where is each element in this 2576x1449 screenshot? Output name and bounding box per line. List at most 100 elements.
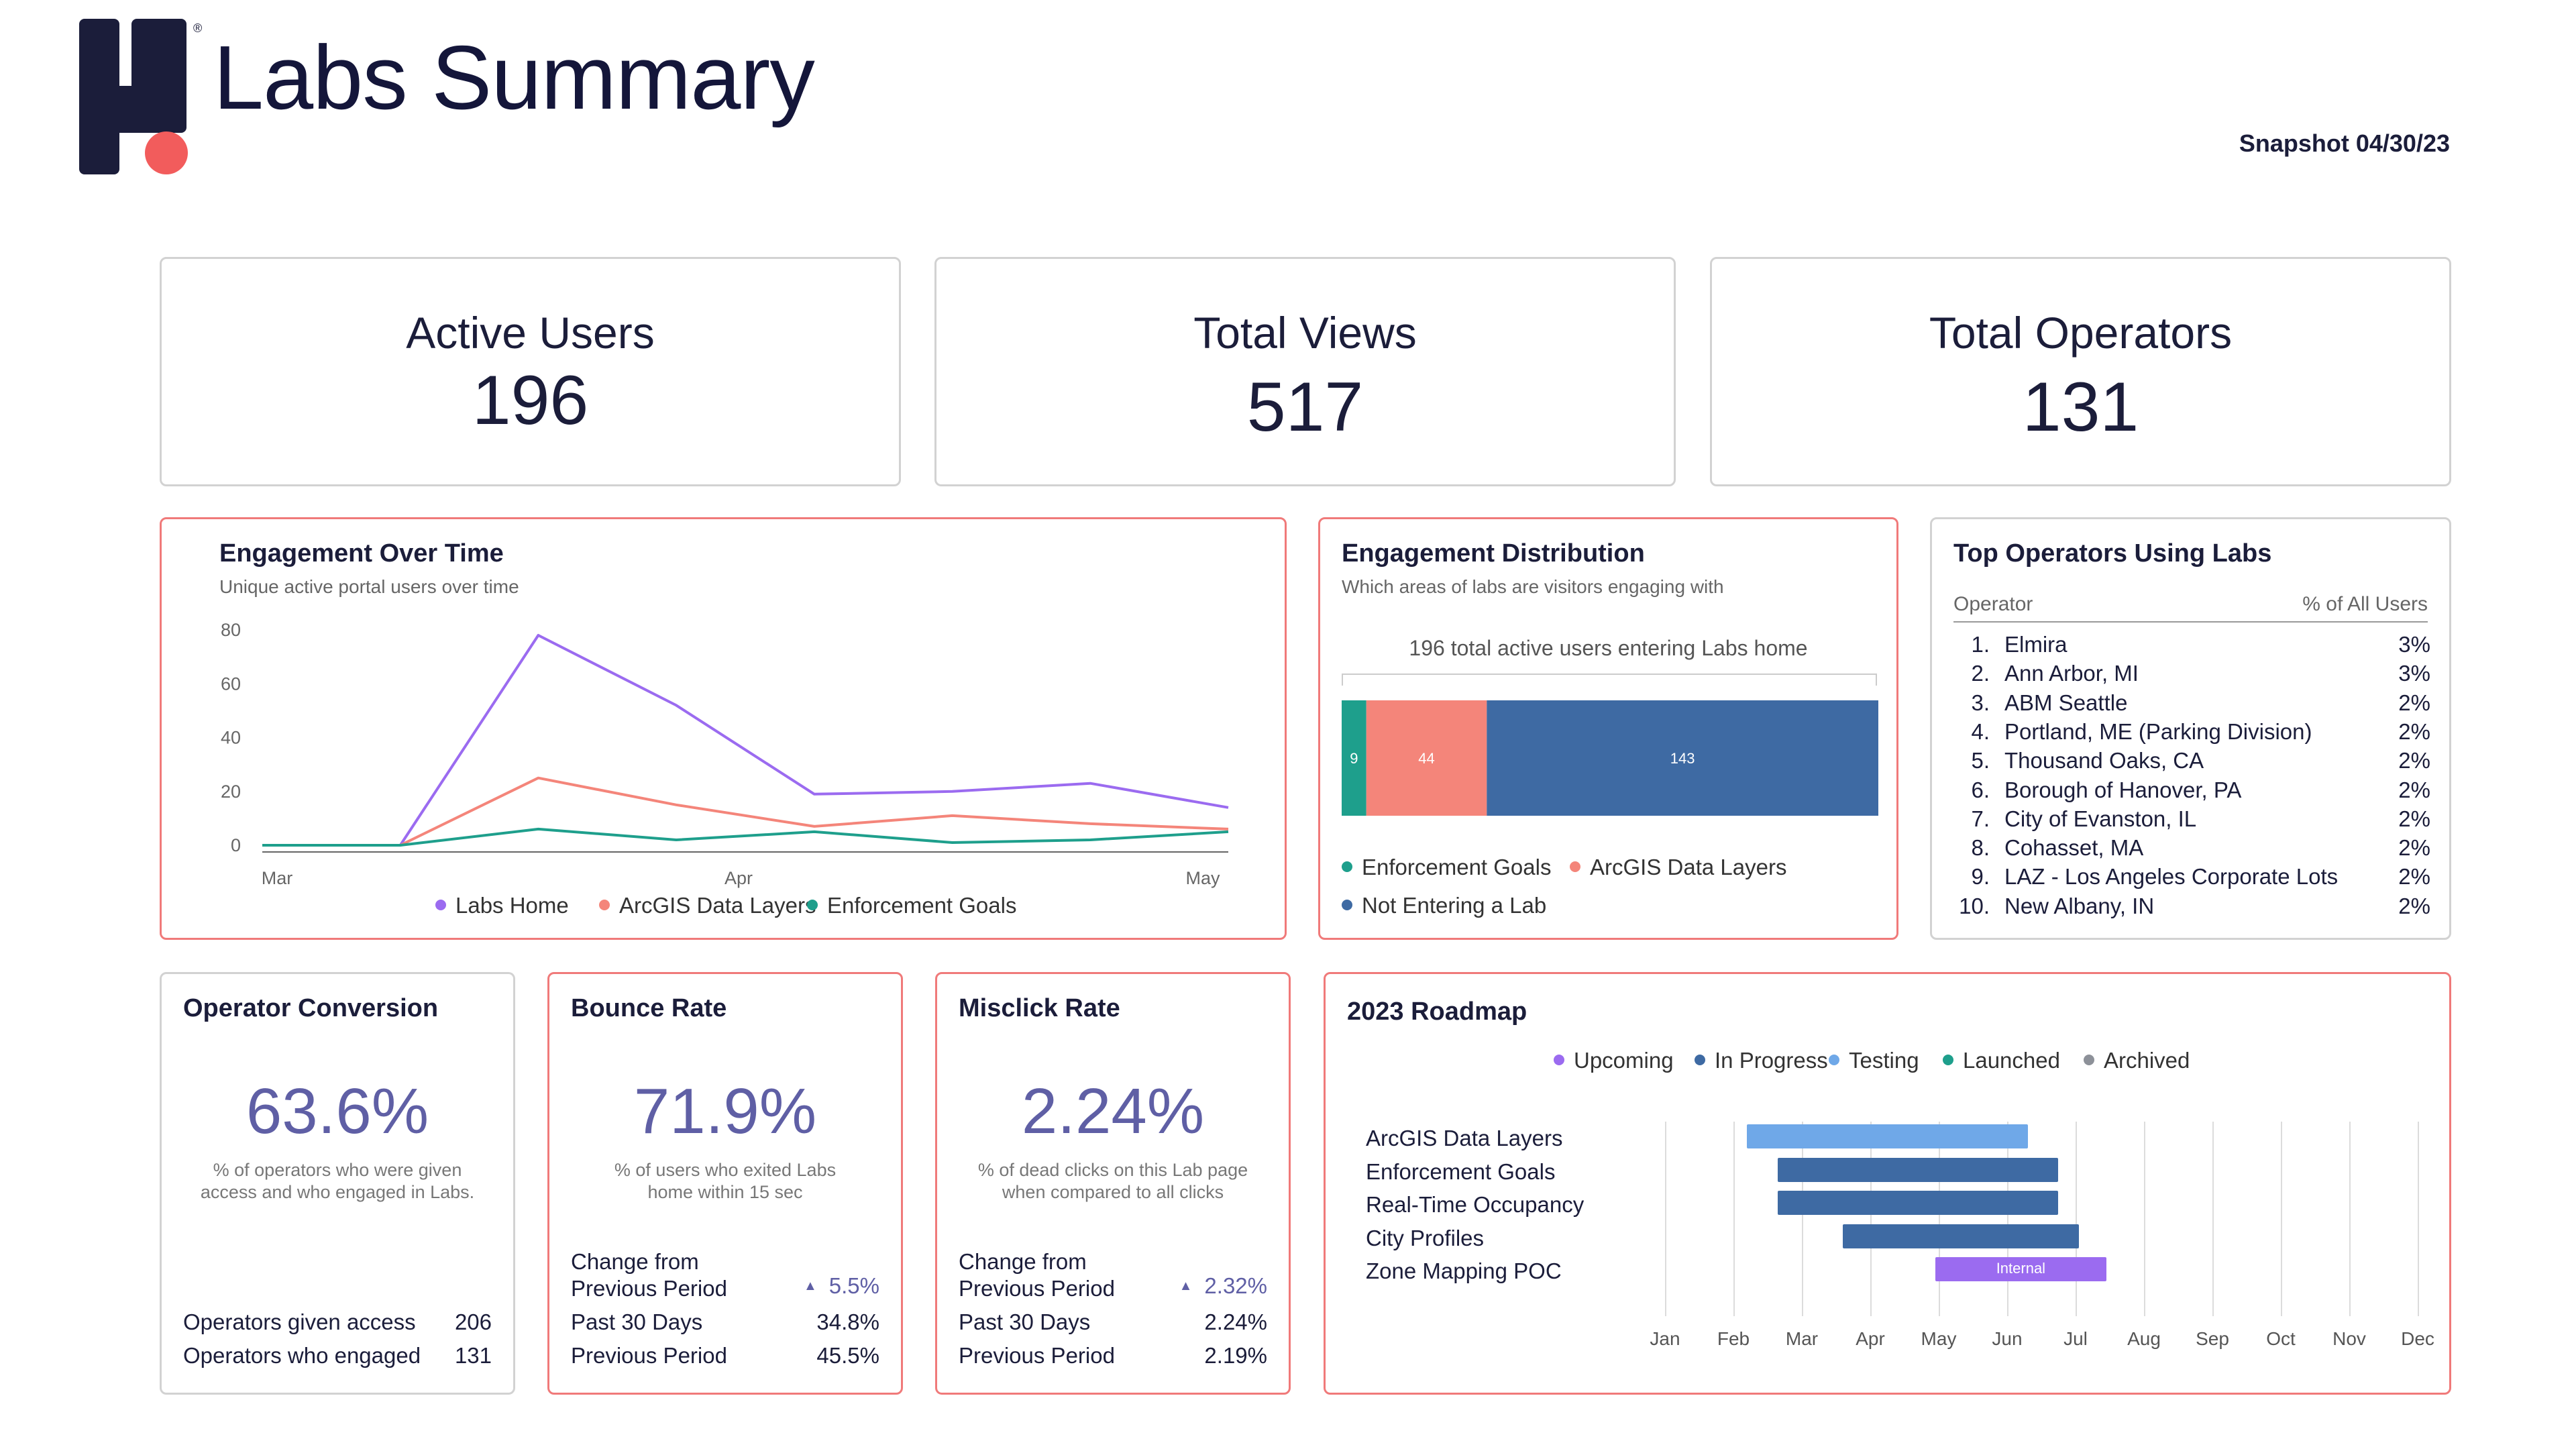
operator-name: Cohasset, MA bbox=[2004, 835, 2144, 861]
change-label-1: Change from bbox=[571, 1249, 699, 1274]
month-label: Dec bbox=[2401, 1328, 2434, 1349]
operator-rank: 3. bbox=[1971, 690, 1990, 715]
operators-list: 1. Elmira 3% 2. Ann Arbor, MI 3% 3. ABM Seattle… bbox=[1951, 632, 2430, 927]
misclick-rate-card: Misclick Rate 2.24% % of dead clicks on … bbox=[935, 972, 1291, 1395]
card-title: Engagement Over Time bbox=[219, 539, 504, 568]
operator-row: 1. Elmira 3% bbox=[1951, 632, 2430, 661]
company-logo: ® bbox=[79, 19, 202, 174]
operator-row: 10. New Albany, IN 2% bbox=[1951, 894, 2430, 922]
operator-row: 6. Borough of Hanover, PA 2% bbox=[1951, 777, 2430, 806]
row-value: 2.19% bbox=[1204, 1343, 1267, 1368]
kpi-card-active-users: Active Users 196 bbox=[160, 257, 901, 486]
roadmap-card: 2023 Roadmap Upcoming In Progress Testing L… bbox=[1324, 972, 2451, 1395]
operator-name: ABM Seattle bbox=[2004, 690, 2128, 715]
operator-name: Borough of Hanover, PA bbox=[2004, 777, 2242, 802]
legend-enforcement: Enforcement Goals bbox=[807, 893, 1016, 918]
col-header-operator: Operator bbox=[1953, 593, 2033, 615]
change-label-1: Change from bbox=[959, 1249, 1087, 1274]
bounce-desc-2: home within 15 sec bbox=[647, 1182, 803, 1202]
roadmap-legend-upcoming: Upcoming bbox=[1554, 1048, 1674, 1073]
gridline bbox=[2281, 1122, 2282, 1316]
up-arrow-icon: ▲ bbox=[803, 1279, 817, 1293]
y-tick-label: 0 bbox=[231, 835, 241, 855]
gridline bbox=[2144, 1122, 2145, 1316]
operator-pct: 3% bbox=[2398, 661, 2430, 686]
gridline bbox=[2418, 1122, 2419, 1316]
engagement-over-time-card: Engagement Over Time Unique active porta… bbox=[160, 517, 1287, 940]
operator-rank: 4. bbox=[1971, 718, 1990, 744]
operator-row: 2. Ann Arbor, MI 3% bbox=[1951, 661, 2430, 690]
legend-dot bbox=[1342, 900, 1352, 911]
legend-dot bbox=[1342, 861, 1352, 873]
month-label: Jun bbox=[1992, 1328, 2023, 1349]
operator-rank: 8. bbox=[1971, 835, 1990, 861]
snapshot-date: Snapshot 04/30/23 bbox=[2239, 129, 2450, 157]
legend-arcgis: ArcGIS Data Layers bbox=[599, 893, 816, 918]
operator-row: 3. ABM Seattle 2% bbox=[1951, 690, 2430, 719]
operator-pct: 3% bbox=[2398, 632, 2430, 657]
card-subtitle: Which areas of labs are visitors engagin… bbox=[1342, 576, 1724, 597]
roadmap-project-label: Enforcement Goals bbox=[1366, 1159, 1556, 1184]
operator-name: Ann Arbor, MI bbox=[2004, 661, 2139, 686]
operator-pct: 2% bbox=[2398, 835, 2430, 861]
kpi-value: 517 bbox=[1246, 368, 1364, 446]
row-label: Past 30 Days bbox=[571, 1309, 703, 1334]
card-title: Engagement Distribution bbox=[1342, 539, 1645, 568]
segment-label: 44 bbox=[1418, 750, 1434, 767]
operator-row: 8. Cohasset, MA 2% bbox=[1951, 835, 2430, 864]
y-tick-label: 80 bbox=[221, 620, 241, 640]
month-label: Mar bbox=[1785, 1328, 1819, 1349]
legend-dot bbox=[1695, 1055, 1705, 1066]
operator-rank: 9. bbox=[1971, 864, 1990, 890]
x-tick-label: May bbox=[1185, 868, 1220, 888]
row-value: 206 bbox=[454, 1309, 492, 1334]
operator-rank: 10. bbox=[1959, 893, 1990, 918]
legend-enforcement: Enforcement Goals bbox=[1342, 855, 1551, 880]
roadmap-legend-testing: Testing bbox=[1829, 1048, 1919, 1073]
operator-rank: 2. bbox=[1971, 661, 1990, 686]
bounce-value: 71.9% bbox=[633, 1075, 817, 1147]
segment-label: 143 bbox=[1670, 750, 1695, 767]
distribution-stacked-bar: 9 44 143 bbox=[1342, 700, 1878, 816]
operator-pct: 2% bbox=[2398, 777, 2430, 802]
series-line-arcgis-data-layers bbox=[262, 776, 1229, 847]
roadmap-project-label: City Profiles bbox=[1366, 1225, 1485, 1250]
page-title: Labs Summary bbox=[213, 27, 815, 128]
kpi-label: Total Views bbox=[1193, 308, 1417, 358]
legend-arcgis: ArcGIS Data Layers bbox=[1570, 855, 1786, 880]
roadmap-legend-in-progress: In Progress bbox=[1695, 1048, 1828, 1073]
kpi-value: 196 bbox=[472, 362, 589, 439]
gridline bbox=[1939, 1122, 1940, 1316]
row-value: 45.5% bbox=[816, 1343, 879, 1368]
operator-name: New Albany, IN bbox=[2004, 893, 2155, 918]
legend-dot bbox=[599, 900, 610, 911]
legend-dot bbox=[1829, 1055, 1839, 1066]
conversion-value: 63.6% bbox=[246, 1075, 429, 1147]
engagement-line-chart: 0 20 40 60 80 Mar Apr May bbox=[221, 620, 1229, 888]
segment-enforcement-goals bbox=[1342, 700, 1366, 816]
change-value: ▲ 5.5% bbox=[803, 1273, 879, 1298]
legend-labs-home: Labs Home bbox=[435, 893, 569, 918]
roadmap-bar: Internal bbox=[1935, 1257, 2106, 1281]
y-tick-label: 60 bbox=[221, 674, 241, 694]
month-label: Oct bbox=[2266, 1328, 2296, 1349]
card-title: Misclick Rate bbox=[959, 994, 1120, 1022]
operator-row: 4. Portland, ME (Parking Division) 2% bbox=[1951, 719, 2430, 748]
roadmap-project-label: Real-Time Occupancy bbox=[1366, 1192, 1585, 1217]
roadmap-legend-archived: Archived bbox=[2084, 1048, 2190, 1073]
operator-name: Thousand Oaks, CA bbox=[2004, 748, 2204, 773]
card-title: Top Operators Using Labs bbox=[1953, 539, 2272, 568]
operator-conversion-card: Operator Conversion 63.6% % of operators… bbox=[160, 972, 515, 1395]
header-divider bbox=[1953, 621, 2428, 623]
gridline bbox=[1802, 1122, 1803, 1316]
legend-dot bbox=[435, 900, 446, 911]
x-tick-label: Apr bbox=[724, 868, 753, 888]
roadmap-gantt: Jan Feb Mar Apr May Jun Jul Aug Sep Oct Nov Dec ArcG… bbox=[1326, 974, 2449, 1393]
row-label: Operators who engaged bbox=[183, 1343, 421, 1368]
card-title: 2023 Roadmap bbox=[1347, 998, 1527, 1026]
operator-rank: 1. bbox=[1971, 632, 1990, 657]
row-value: 34.8% bbox=[816, 1309, 879, 1334]
roadmap-legend-launched: Launched bbox=[1943, 1048, 2060, 1073]
engagement-distribution-card: Engagement Distribution Which areas of l… bbox=[1318, 517, 1898, 940]
kpi-label: Total Operators bbox=[1929, 308, 2233, 358]
